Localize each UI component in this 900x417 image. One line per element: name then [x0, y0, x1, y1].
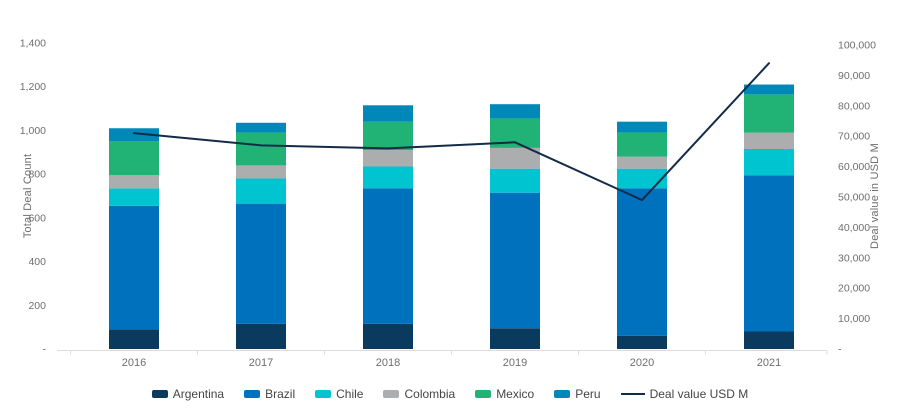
- bar-colombia-2019: [490, 147, 540, 169]
- right-axis-tick-label: -: [838, 344, 842, 356]
- bar-colombia-2018: [363, 150, 413, 167]
- x-axis-label: 2021: [757, 357, 781, 369]
- left-axis-tick-label: 1,000: [20, 125, 46, 137]
- left-axis-tick-label: 1,400: [20, 38, 46, 50]
- bar-brazil-2017: [236, 203, 286, 324]
- left-axis-title: Total Deal Count: [22, 153, 34, 239]
- legend-label: Peru: [575, 387, 601, 401]
- legend-item-brazil: Brazil: [244, 387, 295, 401]
- left-axis-tick-label: 1,200: [20, 81, 46, 93]
- left-axis-tick-label: 800: [28, 169, 46, 181]
- bar-chile-2020: [617, 168, 667, 189]
- bar-brazil-2018: [363, 188, 413, 324]
- bar-chile-2021: [744, 149, 794, 176]
- bar-argentina-2020: [617, 335, 667, 349]
- right-axis-tick-label: 50,000: [838, 192, 870, 204]
- legend-item-peru: Peru: [554, 387, 601, 401]
- legend-item-colombia: Colombia: [383, 387, 455, 401]
- bar-argentina-2017: [236, 323, 286, 349]
- bar-brazil-2019: [490, 192, 540, 329]
- legend-label: Argentina: [172, 387, 225, 401]
- legend-label: Deal value USD M: [649, 387, 749, 401]
- bar-peru-2017: [236, 122, 286, 133]
- legend-swatch-icon: [554, 390, 571, 398]
- x-axis-label: 2018: [376, 357, 400, 369]
- bar-colombia-2016: [109, 175, 159, 189]
- bar-peru-2020: [617, 121, 667, 133]
- legend-swatch-icon: [151, 390, 168, 398]
- x-axis-label: 2016: [122, 357, 146, 369]
- x-axis-label: 2020: [630, 357, 654, 369]
- right-axis-tick-label: 70,000: [838, 131, 870, 143]
- legend-item-mexico: Mexico: [475, 387, 534, 401]
- bar-argentina-2019: [490, 328, 540, 349]
- right-axis-tick-label: 40,000: [838, 222, 870, 234]
- right-axis-tick-label: 80,000: [838, 100, 870, 112]
- bar-colombia-2021: [744, 132, 794, 150]
- left-axis-tick-label: -: [43, 344, 47, 356]
- legend-swatch-icon: [475, 390, 492, 398]
- left-axis-tick-label: 200: [28, 300, 46, 312]
- bar-chile-2017: [236, 178, 286, 204]
- bar-colombia-2017: [236, 165, 286, 179]
- legend-label: Colombia: [404, 387, 456, 401]
- bar-brazil-2016: [109, 205, 159, 330]
- right-axis-tick-label: 10,000: [838, 313, 870, 325]
- right-axis-tick-label: 30,000: [838, 252, 870, 264]
- legend-swatch-icon: [244, 390, 261, 398]
- right-axis-tick-label: 100,000: [838, 40, 876, 52]
- left-axis-tick-label: 600: [28, 212, 46, 224]
- bar-peru-2016: [109, 128, 159, 142]
- bar-argentina-2016: [109, 329, 159, 349]
- right-axis-tick-label: 20,000: [838, 283, 870, 295]
- bar-chile-2019: [490, 168, 540, 193]
- bar-peru-2021: [744, 84, 794, 95]
- legend-item-argentina: Argentina: [151, 387, 225, 401]
- bar-chile-2018: [363, 166, 413, 189]
- bar-mexico-2017: [236, 132, 286, 166]
- bar-mexico-2016: [109, 141, 159, 176]
- bar-brazil-2020: [617, 188, 667, 336]
- deal-value-line: [133, 62, 770, 202]
- x-axis-label: 2019: [503, 357, 527, 369]
- bar-peru-2018: [363, 105, 413, 122]
- bar-brazil-2021: [744, 175, 794, 332]
- plot-area: - 200 400 600 800 1,000 1,200 1,400 - 10,000 20,00…: [20, 38, 876, 370]
- legend-line-icon: [620, 393, 645, 395]
- bar-colombia-2020: [617, 156, 667, 169]
- legend: Argentina Brazil Chile Colombia Mexico Peru De…: [0, 384, 900, 404]
- bar-mexico-2018: [363, 121, 413, 151]
- right-axis-title: Deal value in USD M: [869, 143, 881, 249]
- bar-mexico-2021: [744, 94, 794, 133]
- legend-label: Chile: [336, 387, 364, 401]
- right-axis-tick-label: 60,000: [838, 161, 870, 173]
- bar-argentina-2018: [363, 323, 413, 349]
- legend-item-deal-value-usd-m: Deal value USD M: [620, 387, 749, 401]
- legend-swatch-icon: [315, 390, 332, 398]
- legend-swatch-icon: [383, 390, 400, 398]
- bar-argentina-2021: [744, 331, 794, 349]
- x-axis-label: 2017: [249, 357, 273, 369]
- legend-item-chile: Chile: [315, 387, 363, 401]
- legend-label: Brazil: [265, 387, 296, 401]
- bar-mexico-2020: [617, 132, 667, 157]
- bar-chile-2016: [109, 188, 159, 206]
- right-axis-tick-label: 90,000: [838, 70, 870, 82]
- legend-label: Mexico: [496, 387, 535, 401]
- left-axis-tick-label: 400: [28, 256, 46, 268]
- bar-peru-2019: [490, 104, 540, 119]
